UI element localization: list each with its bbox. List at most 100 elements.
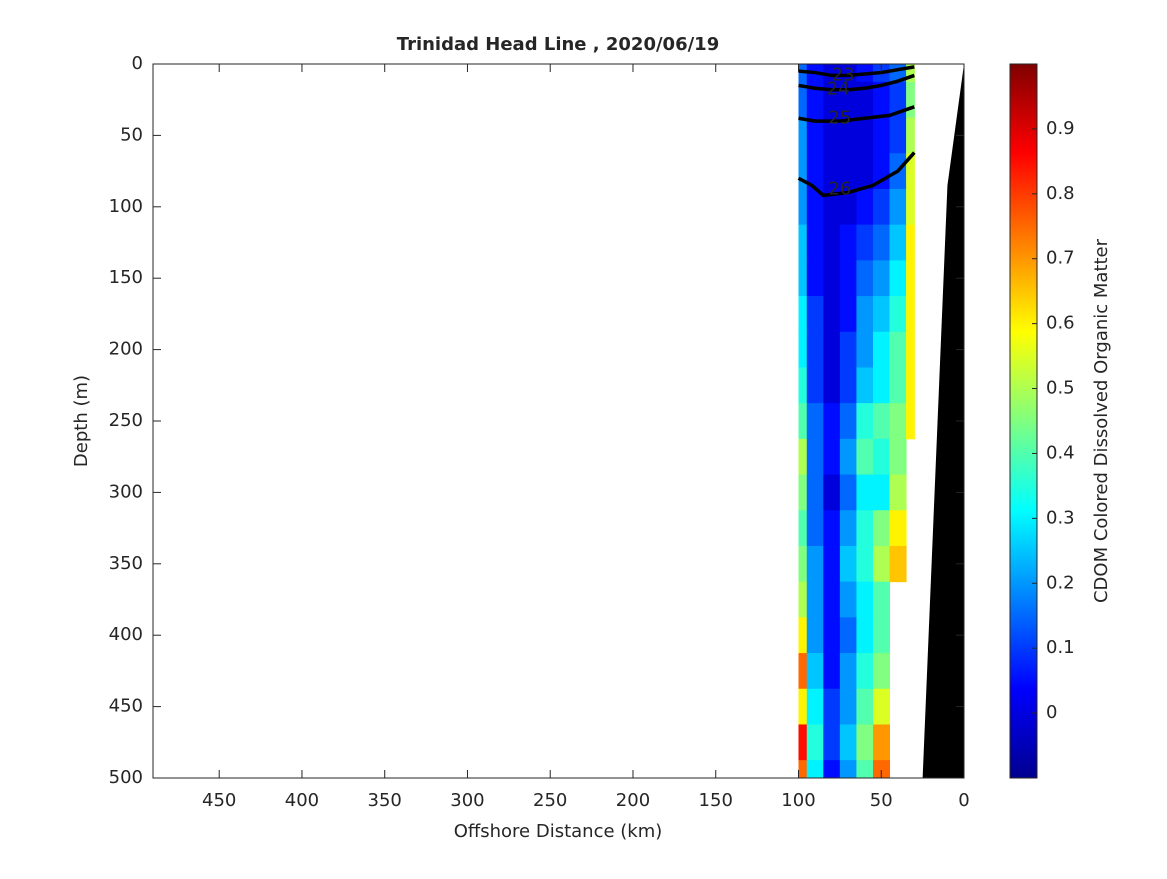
y-tick-label: 50 xyxy=(120,124,143,145)
y-tick-label: 250 xyxy=(109,410,143,431)
field-cell xyxy=(806,581,824,618)
y-tick-label: 200 xyxy=(109,339,143,360)
field-cell xyxy=(889,367,907,404)
field-cell xyxy=(839,188,857,226)
x-tick-label: 250 xyxy=(533,790,567,811)
field-cell xyxy=(889,331,907,368)
field-cell xyxy=(839,653,857,690)
field-cell xyxy=(872,331,891,368)
x-tick-label: 100 xyxy=(781,790,815,811)
field-cell xyxy=(806,153,824,190)
y-tick-label: 350 xyxy=(109,553,143,574)
colorbar-tick-label: 0.1 xyxy=(1046,637,1075,658)
field-cell xyxy=(823,438,841,476)
field-cell xyxy=(856,510,874,547)
field-cell xyxy=(856,224,874,261)
field-cell xyxy=(839,260,857,297)
field-cell xyxy=(839,581,857,618)
y-tick-label: 150 xyxy=(109,267,143,288)
field-cell xyxy=(798,331,808,368)
y-tick-label: 100 xyxy=(109,196,143,217)
field-cell xyxy=(823,153,841,190)
field-cell xyxy=(806,545,824,583)
field-cell xyxy=(889,474,907,511)
field-cell xyxy=(839,224,857,261)
field-cell xyxy=(798,474,808,511)
field-cell xyxy=(823,117,841,154)
field-cell xyxy=(906,367,915,404)
field-cell xyxy=(806,474,824,511)
field-cell xyxy=(839,510,857,547)
field-cell xyxy=(839,617,857,654)
field-cell xyxy=(889,117,907,154)
field-cell xyxy=(856,438,874,476)
colorbar-tick-label: 0 xyxy=(1046,702,1057,723)
field-cell xyxy=(872,260,891,297)
field-cell xyxy=(889,224,907,261)
colorbar xyxy=(1009,63,1038,779)
contour-line xyxy=(798,65,915,78)
field-cell xyxy=(839,117,857,154)
field-cell xyxy=(798,617,808,654)
field-cell xyxy=(872,474,891,511)
field-cell xyxy=(798,724,808,761)
field-cell xyxy=(856,724,874,761)
field-cell xyxy=(823,260,841,297)
field-cell xyxy=(798,653,808,690)
field-cell xyxy=(806,617,824,654)
field-cell xyxy=(839,403,857,440)
field-cell xyxy=(889,438,907,476)
field-cell xyxy=(806,510,824,547)
field-cell xyxy=(839,438,857,476)
field-cell xyxy=(856,188,874,226)
field-cell xyxy=(872,724,891,761)
field-cell xyxy=(906,403,915,440)
field-cell xyxy=(798,545,808,583)
field-cell xyxy=(823,653,841,690)
field-cell xyxy=(856,688,874,725)
field-cell xyxy=(856,296,874,333)
field-cell xyxy=(856,367,874,404)
colorbar-tick-label: 0.9 xyxy=(1046,118,1075,139)
field-cell xyxy=(798,153,808,190)
y-tick-label: 0 xyxy=(132,53,143,74)
field-cell xyxy=(806,653,824,690)
field-cell xyxy=(889,188,907,226)
field-cell xyxy=(872,81,891,119)
field-cell xyxy=(823,724,841,761)
field-cell xyxy=(798,224,808,261)
field-cell xyxy=(856,617,874,654)
x-tick-label: 200 xyxy=(616,790,650,811)
field-cell xyxy=(806,438,824,476)
x-tick-label: 300 xyxy=(450,790,484,811)
colorbar-tick-label: 0.4 xyxy=(1046,442,1075,463)
field-cell xyxy=(823,296,841,333)
field-cell xyxy=(906,153,915,190)
field-cell xyxy=(872,510,891,547)
field-cell xyxy=(872,760,891,778)
field-cell xyxy=(823,760,841,778)
field-cell xyxy=(856,117,874,154)
field-cell xyxy=(823,188,841,226)
field-cell xyxy=(872,188,891,226)
field-cell xyxy=(823,367,841,404)
contour-label: 25 xyxy=(828,107,851,128)
field-cell xyxy=(872,224,891,261)
contour-line xyxy=(798,73,915,92)
field-cell xyxy=(906,331,915,368)
y-axis-label: Depth (m) xyxy=(71,375,92,467)
field-cell xyxy=(906,81,915,119)
colorbar-label: CDOM Colored Dissolved Organic Matter xyxy=(1091,238,1112,603)
field-cell xyxy=(806,296,824,333)
field-cell xyxy=(798,760,808,778)
field-cell xyxy=(856,545,874,583)
field-cell xyxy=(798,260,808,297)
x-tick-label: 0 xyxy=(958,790,969,811)
contour-line xyxy=(797,151,916,198)
field-cell xyxy=(872,581,891,618)
field-cell xyxy=(856,581,874,618)
field-cell xyxy=(798,296,808,333)
field-cell xyxy=(906,188,915,226)
field-cell xyxy=(839,153,857,190)
